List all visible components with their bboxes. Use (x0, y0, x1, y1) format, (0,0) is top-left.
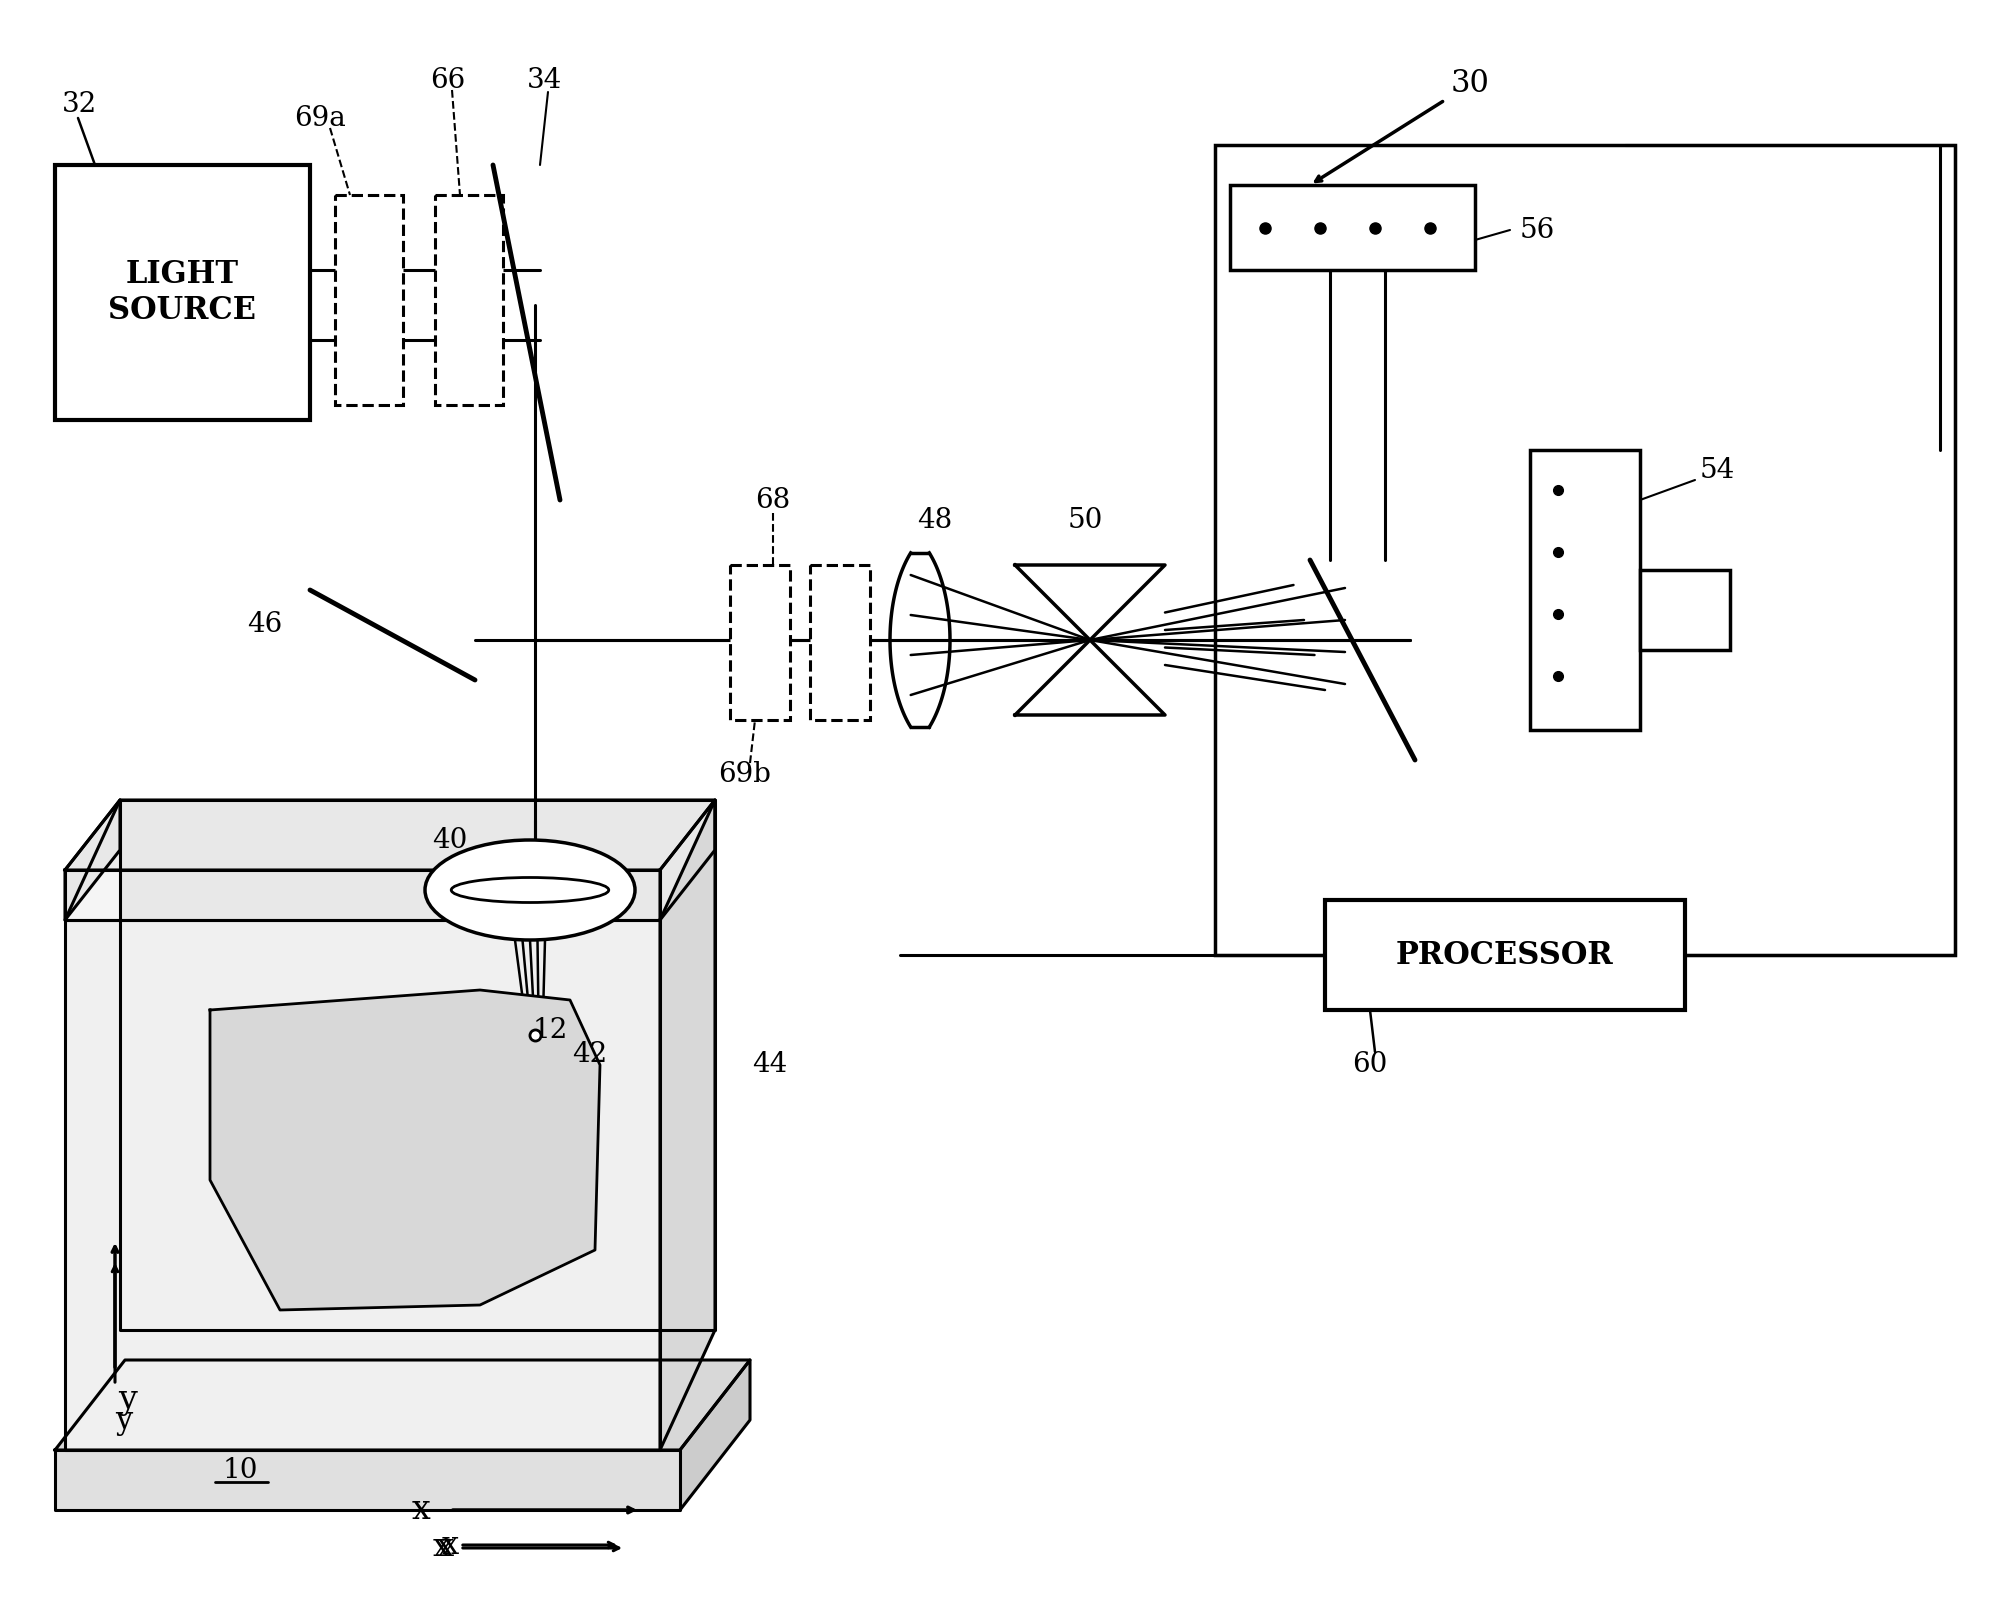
Text: 48: 48 (917, 506, 953, 533)
Polygon shape (680, 1361, 749, 1509)
Bar (1230, 184, 1475, 270)
Text: 66: 66 (430, 66, 466, 94)
Polygon shape (66, 920, 660, 1450)
Text: 30: 30 (1451, 68, 1489, 99)
Text: x: x (436, 1532, 454, 1564)
Text: 60: 60 (1353, 1052, 1387, 1078)
Polygon shape (660, 800, 715, 920)
Polygon shape (56, 1450, 680, 1509)
Text: 12: 12 (532, 1016, 568, 1044)
Bar (1216, 145, 1955, 955)
Ellipse shape (425, 840, 636, 941)
Text: 68: 68 (755, 486, 791, 514)
Text: y: y (116, 1404, 132, 1435)
Bar (1531, 449, 1640, 730)
Text: 50: 50 (1068, 506, 1102, 533)
Bar (56, 165, 311, 420)
Polygon shape (66, 800, 120, 920)
Polygon shape (120, 800, 715, 1330)
Text: PROCESSOR: PROCESSOR (1397, 939, 1614, 971)
Text: 56: 56 (1521, 217, 1555, 244)
Bar (1640, 570, 1730, 650)
Bar (729, 566, 789, 721)
Text: 42: 42 (572, 1041, 608, 1068)
Text: x: x (411, 1495, 430, 1526)
Polygon shape (1014, 640, 1166, 714)
Text: 40: 40 (432, 826, 468, 853)
Bar (434, 196, 502, 406)
Text: 10: 10 (223, 1456, 257, 1483)
Polygon shape (1014, 566, 1166, 640)
Bar (335, 196, 403, 406)
Text: LIGHT
SOURCE: LIGHT SOURCE (108, 259, 257, 326)
Polygon shape (66, 800, 715, 869)
Text: y: y (118, 1383, 138, 1416)
Text: 34: 34 (528, 66, 562, 94)
Text: 54: 54 (1700, 456, 1736, 483)
Text: x: x (440, 1529, 458, 1561)
Text: 69a: 69a (295, 105, 347, 131)
Polygon shape (209, 991, 600, 1311)
Text: 44: 44 (753, 1052, 787, 1078)
Bar (809, 566, 871, 721)
Text: x: x (432, 1532, 450, 1564)
Polygon shape (56, 1361, 749, 1450)
Polygon shape (660, 800, 715, 1450)
Text: 69b: 69b (719, 761, 771, 789)
Bar (1325, 900, 1684, 1010)
Text: 32: 32 (62, 92, 98, 118)
Text: 46: 46 (247, 611, 283, 638)
Polygon shape (66, 869, 660, 920)
